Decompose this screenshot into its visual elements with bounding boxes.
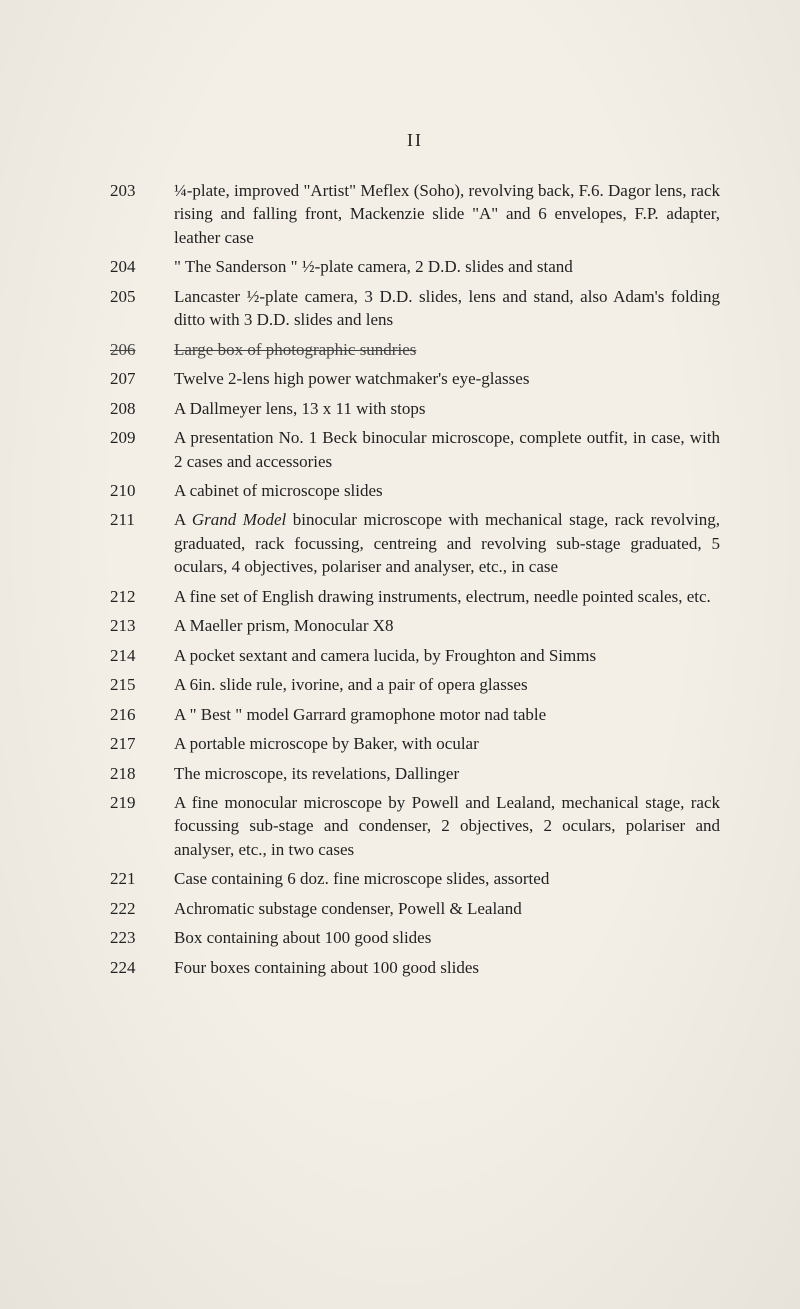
catalogue-entry: 214A pocket sextant and camera lucida, b… bbox=[110, 644, 720, 667]
lot-description: The microscope, its revelations, Dalling… bbox=[174, 762, 720, 785]
lot-number: 213 bbox=[110, 614, 174, 637]
catalogue-entry: 210A cabinet of microscope slides bbox=[110, 479, 720, 502]
lot-description: A fine monocular microscope by Powell an… bbox=[174, 791, 720, 861]
catalogue-entry: 221Case containing 6 doz. fine microscop… bbox=[110, 867, 720, 890]
scanned-page: II 203¼-plate, improved "Artist" Meflex … bbox=[0, 0, 800, 1309]
lot-number: 214 bbox=[110, 644, 174, 667]
lot-number: 218 bbox=[110, 762, 174, 785]
lot-number: 221 bbox=[110, 867, 174, 890]
lot-description: ¼-plate, improved "Artist" Meflex (Soho)… bbox=[174, 179, 720, 249]
lot-number: 210 bbox=[110, 479, 174, 502]
catalogue-entry: 207Twelve 2-lens high power watchmaker's… bbox=[110, 367, 720, 390]
lot-number: 224 bbox=[110, 956, 174, 979]
lot-number: 211 bbox=[110, 508, 174, 531]
lot-number: 204 bbox=[110, 255, 174, 278]
lot-description: Large box of photographic sundries bbox=[174, 338, 720, 361]
lot-number: 208 bbox=[110, 397, 174, 420]
lot-description: Lancaster ½-plate camera, 3 D.D. slides,… bbox=[174, 285, 720, 332]
catalogue-entry: 213A Maeller prism, Monocular X8 bbox=[110, 614, 720, 637]
catalogue-entry: 211A Grand Model binocular microscope wi… bbox=[110, 508, 720, 578]
lot-description: Box containing about 100 good slides bbox=[174, 926, 720, 949]
catalogue-entry: 208A Dallmeyer lens, 13 x 11 with stops bbox=[110, 397, 720, 420]
lot-number: 216 bbox=[110, 703, 174, 726]
lot-description: A pocket sextant and camera lucida, by F… bbox=[174, 644, 720, 667]
lot-number: 207 bbox=[110, 367, 174, 390]
lot-number: 215 bbox=[110, 673, 174, 696]
lot-description: A cabinet of microscope slides bbox=[174, 479, 720, 502]
catalogue-list: 203¼-plate, improved "Artist" Meflex (So… bbox=[110, 179, 720, 979]
lot-description: A fine set of English drawing instrument… bbox=[174, 585, 720, 608]
lot-number: 222 bbox=[110, 897, 174, 920]
catalogue-entry: 203¼-plate, improved "Artist" Meflex (So… bbox=[110, 179, 720, 249]
catalogue-entry: 206Large box of photographic sundries bbox=[110, 338, 720, 361]
lot-description: Case containing 6 doz. fine microscope s… bbox=[174, 867, 720, 890]
page-number: II bbox=[110, 130, 720, 151]
lot-description: A presentation No. 1 Beck binocular micr… bbox=[174, 426, 720, 473]
lot-number: 223 bbox=[110, 926, 174, 949]
catalogue-entry: 205Lancaster ½-plate camera, 3 D.D. slid… bbox=[110, 285, 720, 332]
lot-description: A 6in. slide rule, ivorine, and a pair o… bbox=[174, 673, 720, 696]
lot-description: A " Best " model Garrard gramophone moto… bbox=[174, 703, 720, 726]
catalogue-entry: 204" The Sanderson " ½-plate camera, 2 D… bbox=[110, 255, 720, 278]
catalogue-entry: 212A fine set of English drawing instrum… bbox=[110, 585, 720, 608]
catalogue-entry: 209A presentation No. 1 Beck binocular m… bbox=[110, 426, 720, 473]
catalogue-entry: 218The microscope, its revelations, Dall… bbox=[110, 762, 720, 785]
lot-description: A portable microscope by Baker, with ocu… bbox=[174, 732, 720, 755]
lot-number: 219 bbox=[110, 791, 174, 814]
lot-description: A Grand Model binocular microscope with … bbox=[174, 508, 720, 578]
catalogue-entry: 223Box containing about 100 good slides bbox=[110, 926, 720, 949]
lot-description: A Dallmeyer lens, 13 x 11 with stops bbox=[174, 397, 720, 420]
lot-number: 217 bbox=[110, 732, 174, 755]
lot-number: 206 bbox=[110, 338, 174, 361]
lot-description: Twelve 2-lens high power watchmaker's ey… bbox=[174, 367, 720, 390]
lot-description: Achromatic substage condenser, Powell & … bbox=[174, 897, 720, 920]
catalogue-entry: 222Achromatic substage condenser, Powell… bbox=[110, 897, 720, 920]
catalogue-entry: 217A portable microscope by Baker, with … bbox=[110, 732, 720, 755]
catalogue-entry: 224Four boxes containing about 100 good … bbox=[110, 956, 720, 979]
lot-description: Four boxes containing about 100 good sli… bbox=[174, 956, 720, 979]
lot-number: 205 bbox=[110, 285, 174, 308]
catalogue-entry: 216A " Best " model Garrard gramophone m… bbox=[110, 703, 720, 726]
lot-description: " The Sanderson " ½-plate camera, 2 D.D.… bbox=[174, 255, 720, 278]
lot-number: 212 bbox=[110, 585, 174, 608]
catalogue-entry: 219A fine monocular microscope by Powell… bbox=[110, 791, 720, 861]
lot-number: 209 bbox=[110, 426, 174, 449]
lot-description: A Maeller prism, Monocular X8 bbox=[174, 614, 720, 637]
catalogue-entry: 215A 6in. slide rule, ivorine, and a pai… bbox=[110, 673, 720, 696]
lot-number: 203 bbox=[110, 179, 174, 202]
